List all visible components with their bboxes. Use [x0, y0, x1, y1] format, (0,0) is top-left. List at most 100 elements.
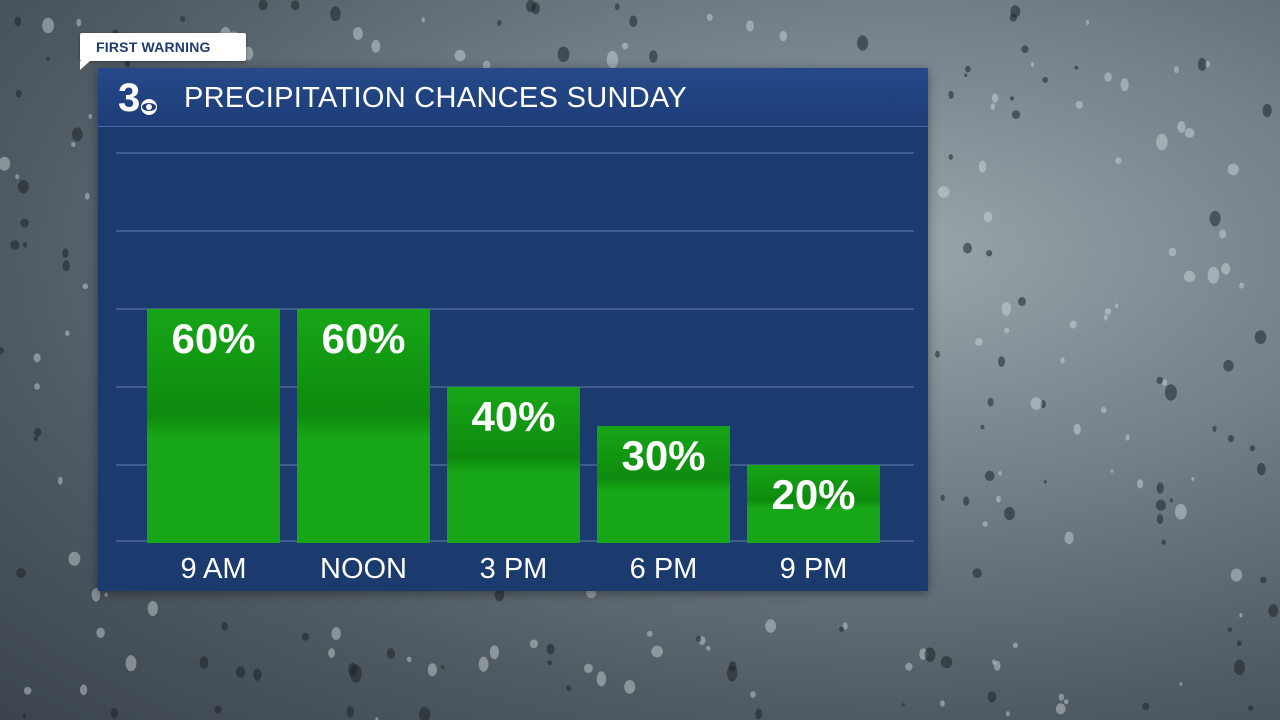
raindrop	[1260, 576, 1267, 584]
raindrop	[531, 2, 540, 15]
raindrop	[987, 397, 994, 407]
raindrop	[62, 260, 70, 272]
data-label: 30%	[621, 432, 705, 479]
raindrop	[964, 73, 968, 77]
raindrop	[440, 665, 445, 670]
raindrop	[0, 347, 4, 355]
raindrop	[15, 174, 20, 180]
raindrop	[696, 635, 702, 643]
raindrop	[1191, 477, 1195, 481]
raindrop	[1239, 613, 1243, 618]
raindrop	[1075, 101, 1084, 109]
data-label: 60%	[321, 315, 405, 362]
raindrop	[1058, 693, 1064, 701]
raindrop	[57, 476, 63, 485]
raindrop	[1074, 65, 1079, 70]
raindrop	[1248, 705, 1254, 711]
raindrop	[22, 242, 28, 248]
raindrop	[180, 16, 185, 22]
raindrop	[606, 50, 619, 69]
raindrop	[998, 471, 1002, 476]
raindrop	[987, 691, 997, 703]
first-warning-banner: FIRST WARNING	[80, 33, 246, 70]
raindrop	[937, 186, 950, 198]
raindrop	[147, 600, 158, 617]
raindrop	[1086, 19, 1090, 25]
raindrop	[624, 680, 636, 694]
raindrop	[65, 330, 70, 337]
raindrop	[1221, 263, 1231, 275]
raindrop	[34, 428, 42, 437]
raindrop	[1262, 103, 1272, 118]
category-label: 9 AM	[180, 553, 246, 585]
raindrop	[1137, 479, 1144, 489]
raindrop	[371, 39, 381, 53]
raindrop	[557, 46, 570, 63]
raindrop	[1104, 72, 1112, 82]
raindrop	[489, 645, 499, 660]
raindrop	[996, 495, 1001, 503]
raindrop	[96, 627, 105, 638]
bar-chart: 60% 9 AM 60% NOON 40% 3 PM 30% 6 PM 20% 9 PM	[116, 152, 914, 585]
raindrop	[750, 691, 756, 698]
raindrop	[1204, 61, 1211, 68]
raindrop	[331, 627, 341, 641]
raindrop	[214, 705, 222, 714]
raindrop	[726, 665, 738, 682]
raindrop	[1227, 163, 1239, 176]
category-label: 9 PM	[780, 553, 848, 585]
raindrop	[1257, 462, 1266, 476]
raindrop	[698, 636, 706, 645]
raindrop	[940, 494, 945, 501]
raindrop	[1005, 711, 1010, 717]
raindrop	[258, 0, 268, 11]
svg-text:3: 3	[118, 76, 140, 120]
raindrop	[71, 127, 83, 142]
raindrop	[1110, 469, 1114, 473]
raindrop	[1174, 503, 1187, 520]
station-3-logo-icon: 3	[118, 76, 157, 120]
raindrop	[1156, 482, 1164, 494]
raindrop	[901, 703, 905, 707]
raindrop	[110, 707, 119, 719]
raindrop	[88, 113, 93, 119]
data-label: 60%	[171, 315, 255, 362]
raindrop	[79, 684, 88, 696]
raindrop	[1142, 702, 1150, 711]
raindrop	[596, 671, 607, 687]
raindrop	[924, 647, 936, 662]
raindrop	[1179, 682, 1183, 686]
raindrop	[651, 645, 663, 658]
raindrop	[1125, 434, 1130, 441]
raindrop	[779, 30, 787, 42]
raindrop	[839, 626, 845, 632]
raindrop	[1040, 400, 1046, 409]
raindrop	[1227, 627, 1233, 632]
raindrop	[1164, 384, 1177, 401]
raindrop	[546, 643, 555, 655]
raindrop	[1009, 13, 1017, 22]
raindrop	[350, 664, 362, 683]
raindrop	[1055, 703, 1066, 715]
raindrop	[1183, 270, 1196, 283]
raindrop	[1155, 499, 1166, 511]
raindrop	[23, 686, 32, 695]
raindrop	[1234, 659, 1245, 676]
raindrop	[221, 622, 228, 631]
raindrop	[1101, 407, 1107, 414]
raindrop	[15, 89, 22, 98]
bar	[747, 465, 880, 543]
raindrop	[406, 656, 412, 663]
raindrop	[421, 17, 426, 23]
raindrop	[14, 16, 22, 27]
raindrop	[1030, 397, 1043, 410]
raindrop	[986, 250, 993, 257]
chart-panel: 3 PRECIPITATION CHANCES SUNDAY 60% 9 AM 60…	[98, 68, 928, 591]
raindrop	[614, 3, 620, 11]
raindrop	[621, 42, 629, 50]
raindrop	[0, 156, 11, 171]
raindrop	[125, 655, 137, 672]
bar	[297, 309, 430, 543]
raindrop	[124, 60, 131, 68]
category-label: 6 PM	[630, 553, 698, 585]
